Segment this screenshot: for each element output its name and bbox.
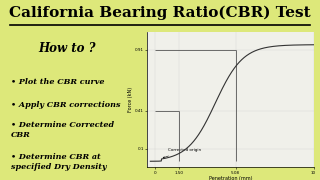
Text: • Determine Corrected
CBR: • Determine Corrected CBR <box>11 121 114 139</box>
Text: As Per ASTM D1883: As Per ASTM D1883 <box>185 44 302 53</box>
Text: Corrected origin: Corrected origin <box>163 148 201 158</box>
Text: • Plot the CBR curve: • Plot the CBR curve <box>11 78 104 86</box>
Text: • Determine CBR at
specified Dry Density: • Determine CBR at specified Dry Density <box>11 153 107 171</box>
X-axis label: Penetration (mm): Penetration (mm) <box>209 176 252 180</box>
Text: California Bearing Ratio(CBR) Test: California Bearing Ratio(CBR) Test <box>9 6 311 20</box>
Y-axis label: Force (kN): Force (kN) <box>128 87 133 112</box>
Text: • Apply CBR corrections: • Apply CBR corrections <box>11 101 120 109</box>
Text: How to ?: How to ? <box>38 42 96 55</box>
